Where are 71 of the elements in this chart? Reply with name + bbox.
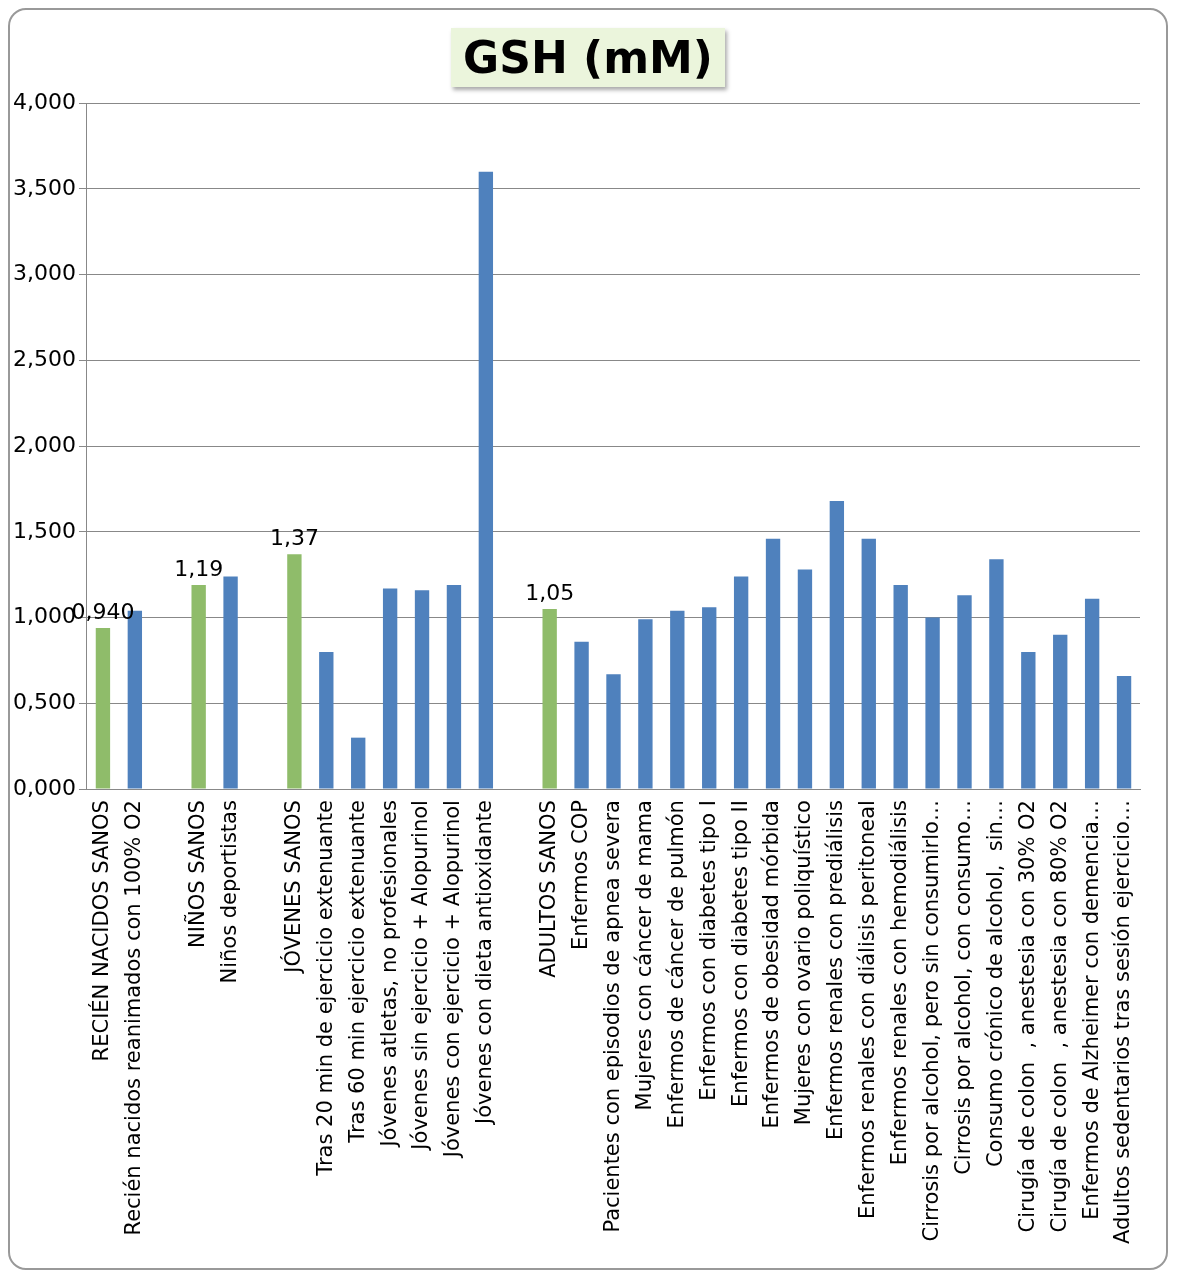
x-tick-label: Enfermos con diabetes tipo II bbox=[727, 800, 752, 1107]
x-tick-label: Niños deportistas bbox=[217, 800, 242, 984]
bar bbox=[319, 651, 334, 789]
bar bbox=[574, 641, 589, 789]
data-label: 1,05 bbox=[525, 579, 575, 605]
x-tick-label: Cirrosis por alcohol, con consumo… bbox=[950, 800, 975, 1175]
bar bbox=[414, 590, 430, 789]
bar bbox=[638, 619, 653, 789]
bar bbox=[1053, 634, 1068, 789]
bar bbox=[446, 585, 462, 789]
bar bbox=[702, 607, 717, 789]
x-tick-label: Enfermos renales con diálisis peritoneal bbox=[855, 800, 880, 1220]
x-tick-label: Enfermos renales con hemodiálisis bbox=[887, 800, 912, 1166]
x-tick-label: Jóvenes con ejercicio + Alopurinol bbox=[440, 800, 465, 1160]
x-tick-label: Adultos sedentarios tras sesión ejercicio… bbox=[1110, 800, 1135, 1244]
bar bbox=[957, 595, 972, 789]
bar bbox=[542, 609, 557, 789]
x-tick-label: Cirrosis por alcohol, pero sin consumirlo… bbox=[919, 800, 944, 1242]
bar bbox=[765, 538, 781, 789]
bar bbox=[478, 171, 494, 789]
y-tick-label: 0,000 bbox=[13, 774, 76, 800]
x-tick-label: Jóvenes sin ejercicio + Alopurinol bbox=[408, 800, 433, 1152]
bar bbox=[95, 627, 111, 789]
y-tick-label: 3,500 bbox=[13, 174, 76, 200]
x-tick-label: JÓVENES SANOS bbox=[279, 800, 305, 975]
bar bbox=[223, 576, 238, 789]
y-tick-label: 2,500 bbox=[13, 346, 76, 372]
bar bbox=[670, 610, 685, 789]
x-tick-label: Enfermos de obesidad mórbida bbox=[759, 800, 784, 1129]
data-label: 1,37 bbox=[269, 524, 319, 550]
bar bbox=[1116, 675, 1132, 789]
x-tick-label: Mujeres con ovario poliquístico bbox=[791, 800, 816, 1126]
x-tick-label: Enfermos con diabetes tipo I bbox=[695, 800, 720, 1101]
data-label: 1,19 bbox=[174, 555, 224, 581]
bar bbox=[733, 576, 749, 789]
chart-title: GSH (mM) bbox=[451, 28, 725, 87]
x-tick-label: Jóvenes con dieta antioxidante bbox=[472, 800, 497, 1126]
x-tick-label: Enfermos COP bbox=[568, 800, 593, 951]
x-tick-label: ADULTOS SANOS bbox=[536, 800, 561, 978]
x-tick-label: Tras 20 min de ejercicio extenuante bbox=[312, 800, 337, 1177]
bar bbox=[893, 585, 908, 789]
x-tick-label: Tras 60 min ejercicio extenuante bbox=[344, 800, 369, 1144]
x-tick-label: Consumo crónico de alcohol, sin… bbox=[982, 800, 1007, 1168]
x-tick-label: Cirugía de colon , anestesia con 30% O2 bbox=[1014, 800, 1039, 1233]
bar bbox=[382, 588, 398, 789]
bar bbox=[925, 617, 940, 789]
x-tick-label: Enfermos de cáncer de pulmón bbox=[663, 800, 688, 1129]
y-tick-label: 2,000 bbox=[13, 431, 76, 457]
x-tick-label: Enfermos de Alzheimer con demencia… bbox=[1078, 800, 1103, 1220]
bar bbox=[1084, 598, 1100, 789]
bar bbox=[797, 569, 813, 789]
x-tick-label: Jóvenes atletas, no profesionales bbox=[376, 800, 401, 1149]
x-tick-label: RECIÉN NACIDOS SANOS bbox=[88, 800, 114, 1062]
bar bbox=[191, 585, 206, 789]
x-tick-label: Recién nacidos reanimados con 100% O2 bbox=[121, 800, 146, 1236]
bar bbox=[829, 501, 845, 789]
bar bbox=[287, 554, 302, 789]
x-tick-label: NIÑOS SANOS bbox=[183, 800, 210, 948]
bar bbox=[861, 538, 876, 789]
y-tick-label: 0,500 bbox=[13, 689, 76, 715]
bar bbox=[606, 674, 621, 789]
x-tick-label: Cirugía de colon , anestesia con 80% O2 bbox=[1046, 800, 1071, 1233]
x-tick-label: Enfermos renales con prediálisis bbox=[823, 800, 848, 1141]
bar bbox=[1021, 651, 1036, 789]
bar bbox=[989, 559, 1004, 789]
x-tick-label: Pacientes con episodios de apnea severa bbox=[599, 800, 624, 1233]
x-tick-label: Mujeres con cáncer de mama bbox=[631, 800, 656, 1111]
bar bbox=[351, 737, 366, 789]
y-tick-label: 1,500 bbox=[13, 517, 76, 543]
y-tick-label: 4,000 bbox=[13, 88, 76, 114]
y-tick-label: 3,000 bbox=[13, 260, 76, 286]
